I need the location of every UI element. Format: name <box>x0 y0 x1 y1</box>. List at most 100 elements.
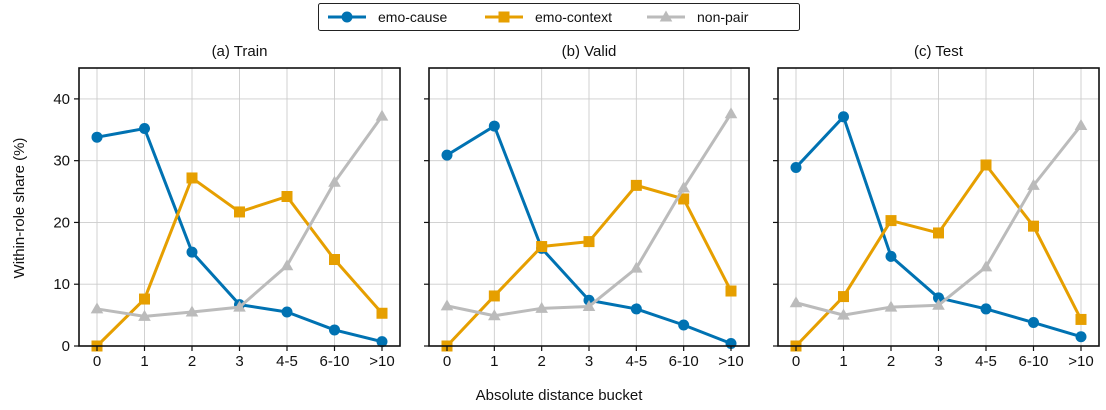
data-point-emo-context <box>725 285 737 297</box>
x-tick-label: 2 <box>537 353 545 370</box>
data-point-non-pair <box>884 300 898 312</box>
data-point-emo-cause <box>885 250 897 262</box>
y-tick-label: 0 <box>62 338 70 355</box>
data-point-non-pair <box>677 181 690 193</box>
data-point-emo-context <box>234 206 245 218</box>
data-point-emo-context <box>885 215 897 227</box>
x-tick-label: >10 <box>1068 353 1093 370</box>
legend-label-non-pair: non-pair <box>697 9 749 25</box>
x-tick-label: 1 <box>140 353 148 370</box>
panel-1: 0 1 2 3 4-5 6-10 >10 0 10 20 30 40 (a) Train <box>53 43 401 370</box>
data-point-non-pair <box>138 309 151 321</box>
legend-label-emo-cause: emo-cause <box>378 9 447 25</box>
data-point-non-pair <box>932 298 945 310</box>
x-tick-label: 3 <box>235 353 243 370</box>
data-point-emo-context <box>583 236 595 248</box>
y-tick-label: 10 <box>53 276 70 293</box>
data-point-emo-cause <box>139 123 150 135</box>
data-point-non-pair <box>233 300 246 312</box>
data-point-emo-context <box>630 179 642 191</box>
data-point-emo-context <box>329 254 340 266</box>
y-axis-label: Within-role share (%) <box>11 138 28 279</box>
x-tick-label: 0 <box>792 353 800 370</box>
data-point-emo-context <box>1075 313 1087 325</box>
data-point-emo-context <box>1028 220 1039 232</box>
data-point-non-pair <box>185 305 199 317</box>
data-point-non-pair <box>375 109 389 121</box>
data-point-non-pair <box>280 259 294 271</box>
data-point-non-pair <box>979 260 993 272</box>
data-point-non-pair <box>630 261 643 273</box>
data-point-emo-context <box>488 290 500 302</box>
data-point-emo-cause <box>678 319 690 331</box>
data-point-emo-cause <box>933 292 944 304</box>
data-point-non-pair <box>535 301 548 313</box>
data-point-emo-cause <box>441 149 453 161</box>
x-tick-label: 4-5 <box>276 353 298 370</box>
legend-label-emo-context: emo-context <box>535 9 612 25</box>
x-tick-label: 6-10 <box>669 353 699 370</box>
data-point-emo-cause <box>281 306 293 318</box>
data-point-emo-cause <box>1075 331 1087 343</box>
x-tick-label: 0 <box>93 353 101 370</box>
y-tick-label: 40 <box>53 91 70 108</box>
x-axis-label: Absolute distance bucket <box>476 387 644 404</box>
panel-2: 0 1 2 3 4-5 6-10 >10 (b) Valid <box>424 43 750 370</box>
data-point-non-pair <box>837 308 850 320</box>
data-point-emo-context <box>536 241 548 253</box>
data-point-emo-cause <box>488 120 500 132</box>
y-tick-label: 30 <box>53 153 70 170</box>
y-tick-label: 20 <box>53 214 70 231</box>
data-point-non-pair <box>328 175 341 187</box>
x-tick-label: >10 <box>718 353 743 370</box>
x-tick-label: 4-5 <box>625 353 647 370</box>
data-point-non-pair <box>90 302 104 314</box>
data-point-emo-context <box>838 291 849 303</box>
panel-title: (b) Valid <box>562 43 617 60</box>
data-point-emo-cause <box>980 303 992 315</box>
data-point-emo-context <box>186 172 198 184</box>
panel-3: 0 1 2 3 4-5 6-10 >10 (c) Test <box>773 43 1100 370</box>
x-tick-label: 6-10 <box>1018 353 1048 370</box>
data-point-non-pair <box>1027 178 1040 190</box>
data-point-emo-context <box>678 193 690 205</box>
x-tick-label: 1 <box>839 353 847 370</box>
x-tick-label: 0 <box>443 353 451 370</box>
x-tick-label: 3 <box>934 353 942 370</box>
data-point-emo-cause <box>630 303 642 315</box>
data-point-emo-context <box>376 307 388 319</box>
data-point-emo-context <box>139 293 150 305</box>
data-point-emo-cause <box>329 324 340 336</box>
panel-title: (a) Train <box>212 43 268 60</box>
legend-marker-non-pair <box>659 10 673 22</box>
legend-marker-emo-context <box>498 11 510 23</box>
data-point-non-pair <box>582 299 596 311</box>
data-point-emo-cause <box>186 246 198 258</box>
data-point-emo-cause <box>838 111 849 123</box>
panel-title: (c) Test <box>914 43 964 60</box>
legend-box <box>318 3 800 31</box>
x-tick-label: 1 <box>490 353 498 370</box>
data-point-non-pair <box>488 309 501 321</box>
data-point-non-pair <box>724 107 738 119</box>
x-tick-label: 6-10 <box>319 353 349 370</box>
data-point-emo-cause <box>376 336 388 348</box>
x-tick-label: 2 <box>188 353 196 370</box>
x-tick-label: 4-5 <box>975 353 997 370</box>
data-point-non-pair <box>440 299 454 311</box>
x-tick-label: 3 <box>585 353 593 370</box>
data-point-emo-cause <box>790 161 802 173</box>
data-point-emo-context <box>980 159 992 171</box>
data-point-non-pair <box>1074 118 1088 130</box>
x-tick-label: 2 <box>887 353 895 370</box>
legend: emo-cause emo-context non-pair <box>318 3 800 31</box>
data-point-non-pair <box>789 296 803 308</box>
data-point-emo-cause <box>1028 317 1039 329</box>
legend-marker-emo-cause <box>341 11 353 23</box>
x-tick-label: >10 <box>369 353 394 370</box>
data-point-emo-context <box>933 227 944 239</box>
data-point-emo-context <box>281 190 293 202</box>
data-point-emo-cause <box>91 131 103 143</box>
